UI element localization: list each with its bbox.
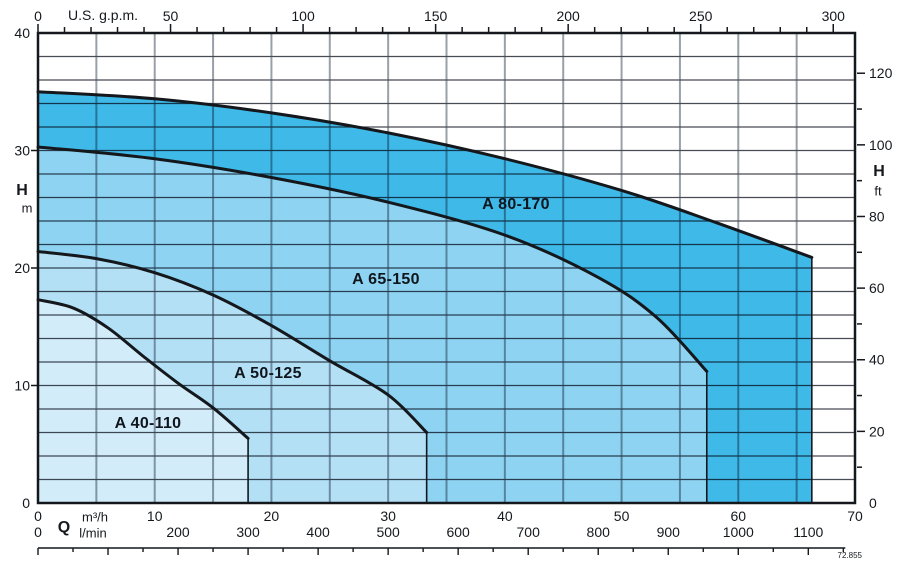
series-label-a-65-150: A 65-150 <box>352 271 420 288</box>
lmin-tick-label: 500 <box>376 524 400 540</box>
series-label-a-50-125: A 50-125 <box>234 365 302 382</box>
h-m-tick-label: 20 <box>14 260 30 276</box>
h-ft-tick-label: 20 <box>869 423 885 439</box>
series-curve-a-50-125 <box>36 250 429 434</box>
left-axis-symbol: H <box>16 182 28 199</box>
series-label-a-40-110: A 40-110 <box>114 415 182 432</box>
h-m-tick-label: 10 <box>14 378 30 394</box>
tick-labels: 0 50 100 150 200 250 3000102030400204060801001… <box>14 8 892 540</box>
series-areas <box>38 91 812 503</box>
lmin-tick-label: 600 <box>446 524 470 540</box>
drawing-number: 72.855 <box>837 551 862 560</box>
m3h-tick-label: 0 <box>34 508 42 524</box>
lmin-tick-label: 400 <box>306 524 330 540</box>
lmin-ruler <box>37 547 846 555</box>
h-m-tick-label: 30 <box>14 143 30 159</box>
m3h-tick-label: 70 <box>847 508 863 524</box>
top-axis-unit-label: U.S. g.p.m. <box>67 7 139 23</box>
h-m-tick-label: 0 <box>22 495 30 511</box>
flow-axis-unit-m3h: m³/h <box>82 509 108 525</box>
flow-axis-symbol: Q <box>57 519 71 536</box>
lmin-tick-label: 900 <box>657 524 681 540</box>
right-axis-symbol: H <box>873 163 885 180</box>
lmin-tick-label: 300 <box>236 524 260 540</box>
gpm-tick-label: 100 <box>291 8 315 24</box>
series-label-a-80-170: A 80-170 <box>482 196 550 213</box>
m3h-tick-label: 40 <box>497 508 513 524</box>
axis-ticks <box>31 24 865 468</box>
gpm-tick-label: 300 <box>822 8 846 24</box>
left-axis-unit: m <box>21 200 33 216</box>
h-ft-tick-label: 60 <box>869 280 885 296</box>
lmin-tick-label: 1000 <box>723 524 754 540</box>
gpm-tick-label: 150 <box>424 8 448 24</box>
lmin-tick-label: 700 <box>517 524 541 540</box>
series-curve-a-80-170 <box>36 90 814 259</box>
gridlines <box>38 33 855 503</box>
flow-axis-unit-lmin: l/min <box>79 525 107 541</box>
m3h-tick-label: 10 <box>147 508 163 524</box>
series-curves <box>36 90 814 503</box>
h-ft-tick-label: 80 <box>869 208 885 224</box>
m3h-tick-label: 60 <box>730 508 746 524</box>
h-ft-tick-label: 40 <box>869 352 885 368</box>
plot-border <box>36 31 857 505</box>
right-axis-unit: ft <box>874 183 882 199</box>
lmin-tick-label: 1100 <box>793 524 823 540</box>
series-area-a-40-110 <box>38 299 249 503</box>
gpm-tick-label: 50 <box>163 8 179 24</box>
h-ft-tick-label: 100 <box>869 137 893 153</box>
gpm-tick-label: 200 <box>556 8 580 24</box>
series-curve-a-65-150 <box>36 145 709 373</box>
lmin-tick-label: 800 <box>587 524 611 540</box>
lmin-tick-label: 200 <box>166 524 190 540</box>
m3h-tick-label: 30 <box>380 508 396 524</box>
h-ft-tick-label: 120 <box>869 65 893 81</box>
h-m-tick-label: 40 <box>14 25 30 41</box>
lmin-tick-label: 0 <box>34 524 42 540</box>
gpm-tick-label: 250 <box>689 8 713 24</box>
m3h-tick-label: 50 <box>614 508 630 524</box>
gpm-tick-label: 0 <box>34 8 42 24</box>
h-ft-tick-label: 0 <box>869 495 877 511</box>
m3h-tick-label: 20 <box>264 508 280 524</box>
series-curve-a-40-110 <box>36 298 250 440</box>
